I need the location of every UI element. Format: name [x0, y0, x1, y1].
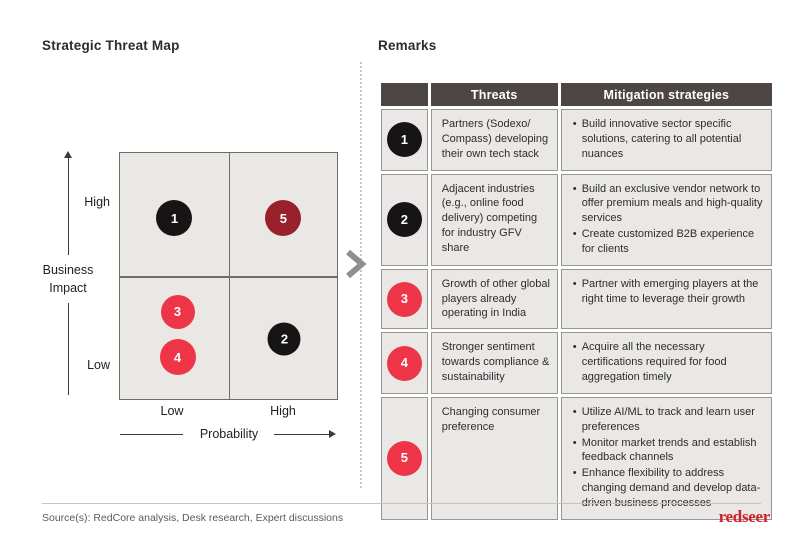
threat-row-4: 4 Stronger sentiment towards compliance &…	[381, 332, 772, 394]
table-header-row: Threats Mitigation strategies	[381, 83, 772, 106]
threat-row-2: 2 Adjacent industries (e.g., online food …	[381, 173, 772, 266]
y-axis-line-lower	[68, 303, 70, 395]
threat-description: Adjacent industries (e.g., online food d…	[430, 173, 558, 266]
matrix-grid: 1 5 3 4 2	[119, 152, 338, 400]
threat-description: Stronger sentiment towards compliance & …	[430, 332, 558, 394]
bullet-icon: •	[572, 228, 577, 241]
y-axis-label: Business Impact	[42, 263, 94, 295]
mitigation-text: Build innovative sector specific solutio…	[581, 118, 742, 160]
threat-description: Changing consumer preference	[430, 396, 558, 520]
threat-point-3: 3	[160, 294, 195, 329]
right-section-title: Remarks	[378, 38, 437, 53]
mitigation-bullet: • Partner with emerging players at the ri…	[568, 277, 765, 307]
threat-row-1: 1 Partners (Sodexo/ Compass) developing t…	[381, 109, 772, 171]
bullet-icon: •	[572, 182, 577, 195]
threat-point-2: 2	[267, 322, 301, 356]
threat-description: Growth of other global players already o…	[430, 268, 558, 330]
source-note: Source(s): RedCore analysis, Desk resear…	[42, 512, 344, 524]
x-axis-line-right	[274, 434, 330, 436]
threat-row-3: 3 Growth of other global players already …	[381, 268, 772, 330]
x-axis-arrowhead-icon	[329, 430, 336, 438]
left-section-title: Strategic Threat Map	[42, 38, 180, 53]
mitigation-list: • Acquire all the necessary certification…	[560, 332, 772, 394]
mitigation-bullet: • Monitor market trends and establish fee…	[568, 436, 765, 466]
header-mitigation: Mitigation strategies	[560, 83, 772, 106]
mitigation-text: Enhance flexibility to address changing …	[581, 467, 761, 509]
bullet-icon: •	[572, 405, 577, 418]
bullet-icon: •	[572, 277, 577, 290]
mitigation-bullet: • Enhance flexibility to address changing…	[568, 466, 765, 511]
mitigation-bullet: • Build an exclusive vendor network to of…	[568, 182, 765, 227]
mitigation-text: Acquire all the necessary certifications…	[581, 341, 727, 383]
x-axis-tick-low: Low	[160, 404, 184, 418]
threat-number-badge: 5	[386, 440, 422, 476]
mitigation-list: • Partner with emerging players at the ri…	[560, 268, 772, 330]
threat-description: Partners (Sodexo/ Compass) developing th…	[430, 109, 558, 171]
chevron-right-icon	[344, 249, 368, 284]
mitigation-list: • Build an exclusive vendor network to of…	[560, 173, 772, 266]
mitigation-text: Utilize AI/ML to track and learn user pr…	[581, 405, 755, 433]
y-axis-line-upper	[68, 158, 70, 255]
threat-number-cell: 2	[381, 173, 428, 266]
mitigation-list: • Utilize AI/ML to track and learn user p…	[560, 396, 772, 520]
y-axis-tick-high: High	[84, 195, 110, 209]
x-axis-tick-high: High	[270, 404, 296, 418]
threat-number-badge: 2	[386, 202, 422, 238]
threats-table: Threats Mitigation strategies 1 Partners …	[378, 80, 775, 523]
y-axis-tick-low: Low	[87, 358, 110, 372]
threat-point-1: 1	[156, 200, 193, 237]
x-axis-line-left	[120, 434, 183, 436]
threat-point-4: 4	[159, 339, 196, 376]
threats-table-body: 1 Partners (Sodexo/ Compass) developing t…	[381, 109, 772, 520]
header-threats: Threats	[430, 83, 558, 106]
section-divider-dotted-line	[360, 62, 362, 488]
footer-divider	[42, 503, 761, 504]
mitigation-bullet: • Utilize AI/ML to track and learn user p…	[568, 405, 765, 435]
redseer-logo: redseer	[718, 507, 771, 526]
threat-number-cell: 5	[381, 396, 428, 520]
threat-number-cell: 3	[381, 268, 428, 330]
threat-number-cell: 4	[381, 332, 428, 394]
threat-point-5: 5	[265, 200, 302, 237]
mitigation-bullet: • Create customized B2B experience for cl…	[568, 227, 765, 257]
threat-row-5: 5 Changing consumer preference • Utilize AI…	[381, 396, 772, 520]
mitigation-list: • Build innovative sector specific soluti…	[560, 109, 772, 171]
threat-number-badge: 1	[386, 122, 422, 158]
mitigation-text: Build an exclusive vendor network to off…	[581, 182, 763, 225]
mitigation-text: Monitor market trends and establish feed…	[581, 436, 757, 464]
threat-number-badge: 4	[386, 345, 422, 381]
threat-number-badge: 3	[386, 281, 422, 317]
mitigation-bullet: • Build innovative sector specific soluti…	[568, 117, 765, 162]
threat-number-cell: 1	[381, 109, 428, 171]
x-axis-label: Probability	[199, 427, 259, 441]
bullet-icon: •	[572, 436, 577, 449]
mitigation-text: Partner with emerging players at the rig…	[581, 277, 759, 305]
matrix-horizontal-divider	[120, 276, 337, 278]
header-number-column	[381, 83, 428, 106]
mitigation-text: Create customized B2B experience for cli…	[581, 228, 755, 255]
bullet-icon: •	[572, 341, 577, 354]
mitigation-bullet: • Acquire all the necessary certification…	[568, 340, 765, 385]
y-axis-arrowhead-icon	[64, 151, 72, 158]
bullet-icon: •	[572, 118, 577, 130]
bullet-icon: •	[572, 467, 577, 480]
